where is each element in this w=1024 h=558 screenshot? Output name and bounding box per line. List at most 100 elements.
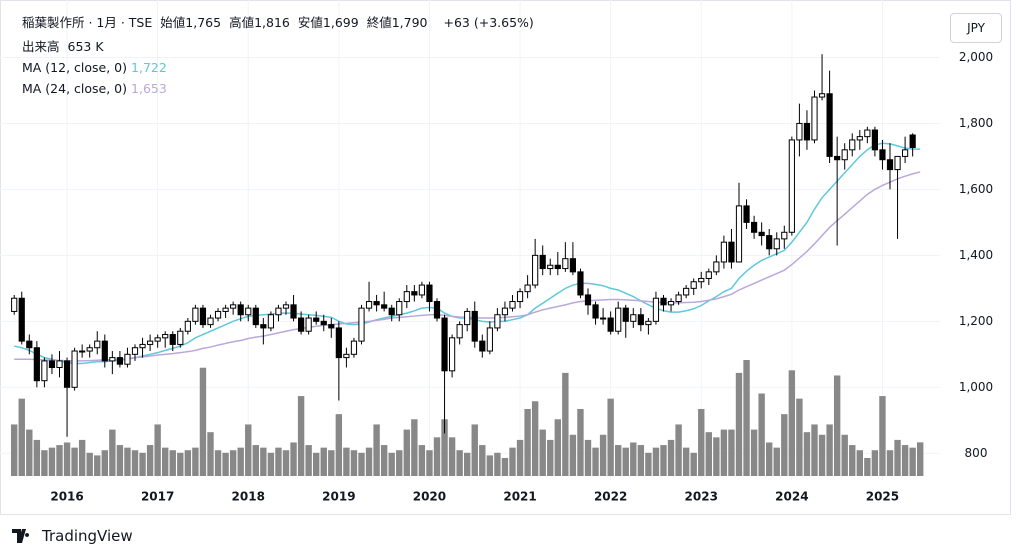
- volume-bar: [229, 450, 237, 476]
- volume-bar: [305, 445, 312, 476]
- volume-bar: [607, 398, 614, 476]
- legend-entry: MA (12, close, 0) 1,722: [22, 60, 171, 75]
- volume-bar: [501, 457, 509, 476]
- volume-bar: [26, 429, 33, 476]
- volume-bar: [524, 408, 531, 476]
- candle-body: [871, 129, 878, 151]
- candle-body: [705, 271, 712, 279]
- volume-bar: [177, 452, 184, 476]
- candle-body: [282, 304, 290, 309]
- volume-bar: [811, 424, 818, 476]
- candle-body: [879, 149, 886, 161]
- volume-bar: [335, 414, 343, 476]
- volume-bar: [486, 455, 494, 476]
- candle-body: [290, 304, 297, 319]
- brand-name: TradingView: [42, 527, 133, 545]
- candle-body: [396, 301, 403, 316]
- axes: 800 1,000 1,200 1,400 1,600 1,800 2,000 2016 201…: [50, 50, 993, 504]
- candle-body: [109, 357, 116, 362]
- volume-bar: [48, 447, 56, 476]
- legend-entry: MA (24, close, 0) 1,653: [22, 81, 171, 96]
- candle-body: [63, 360, 71, 388]
- y-tick-label: 2,000: [959, 50, 993, 64]
- candle-body: [501, 307, 509, 316]
- candle-body: [773, 238, 780, 250]
- volume-bar: [713, 437, 720, 476]
- candle-body: [124, 353, 131, 365]
- candle-body: [630, 314, 637, 322]
- volume-bar: [758, 393, 765, 476]
- volume-bar: [192, 447, 199, 476]
- candle-body: [796, 122, 803, 141]
- volume-bar: [146, 445, 154, 476]
- candle-body: [667, 301, 675, 306]
- ohlc-label: 始値: [160, 15, 186, 30]
- ohlc-value: 1,816: [254, 15, 290, 30]
- volume-bar: [343, 447, 350, 476]
- volume-pane: [11, 360, 924, 476]
- candle-body: [441, 317, 448, 372]
- candle-body: [486, 327, 493, 352]
- ma-line: [14, 171, 921, 362]
- candle-body: [79, 350, 86, 353]
- volume-bar: [403, 429, 410, 476]
- volume-bar: [735, 372, 743, 476]
- candle-body: [479, 340, 486, 352]
- ohlc-label: 安値: [297, 15, 323, 30]
- candle-body: [11, 297, 18, 312]
- candle-body: [433, 301, 441, 319]
- currency-button[interactable]: JPY: [950, 13, 1002, 43]
- volume-bar: [569, 434, 577, 476]
- volume-bar: [94, 455, 101, 476]
- candle-body: [237, 304, 244, 316]
- candle-body: [388, 307, 395, 316]
- grid: [0, 0, 940, 480]
- candle-body: [381, 304, 388, 309]
- legend-name: MA (24, close, 0): [22, 81, 128, 96]
- volume-bar: [373, 424, 380, 476]
- volume-bar: [396, 450, 403, 476]
- volume-bar: [101, 450, 108, 476]
- candle-body: [720, 241, 727, 263]
- volume-bar: [886, 450, 894, 476]
- candle-body: [494, 314, 501, 329]
- volume-bar: [562, 372, 569, 476]
- ohlc-value: 1,790: [391, 15, 428, 30]
- volume-bar: [622, 447, 629, 476]
- candle-body: [230, 304, 237, 309]
- volume-bar: [826, 424, 833, 476]
- candle-body: [275, 307, 282, 316]
- candle-body: [698, 277, 705, 283]
- candle-body: [222, 307, 229, 312]
- volume-bar: [199, 367, 207, 476]
- candle-body: [418, 284, 425, 296]
- volume-bar: [380, 445, 388, 476]
- candle-body: [184, 320, 191, 332]
- volume-bar: [652, 447, 660, 476]
- candle-body: [139, 343, 146, 349]
- candle-body: [713, 261, 720, 273]
- candle-body: [781, 231, 788, 240]
- volume-bar: [743, 360, 750, 476]
- candle-body: [652, 297, 660, 322]
- candle-body: [894, 155, 901, 171]
- candle-body: [471, 310, 478, 342]
- volume-bar: [456, 450, 463, 476]
- volume-bar: [169, 450, 176, 476]
- candle-body: [532, 254, 539, 286]
- candle-body: [335, 327, 342, 359]
- volume-bar: [207, 432, 214, 476]
- volume-legend: 出来高 653 K: [22, 36, 108, 55]
- legend-name: MA (12, close, 0): [22, 60, 128, 75]
- volume-bar: [260, 447, 267, 476]
- candle-body: [358, 307, 365, 342]
- candle-body: [562, 258, 569, 270]
- volume-bar: [71, 447, 78, 476]
- candle-body: [766, 235, 773, 250]
- x-tick-label: 2024: [775, 490, 808, 504]
- volume-bar: [516, 439, 524, 476]
- volume-bar: [554, 419, 561, 476]
- candle-body: [101, 340, 108, 362]
